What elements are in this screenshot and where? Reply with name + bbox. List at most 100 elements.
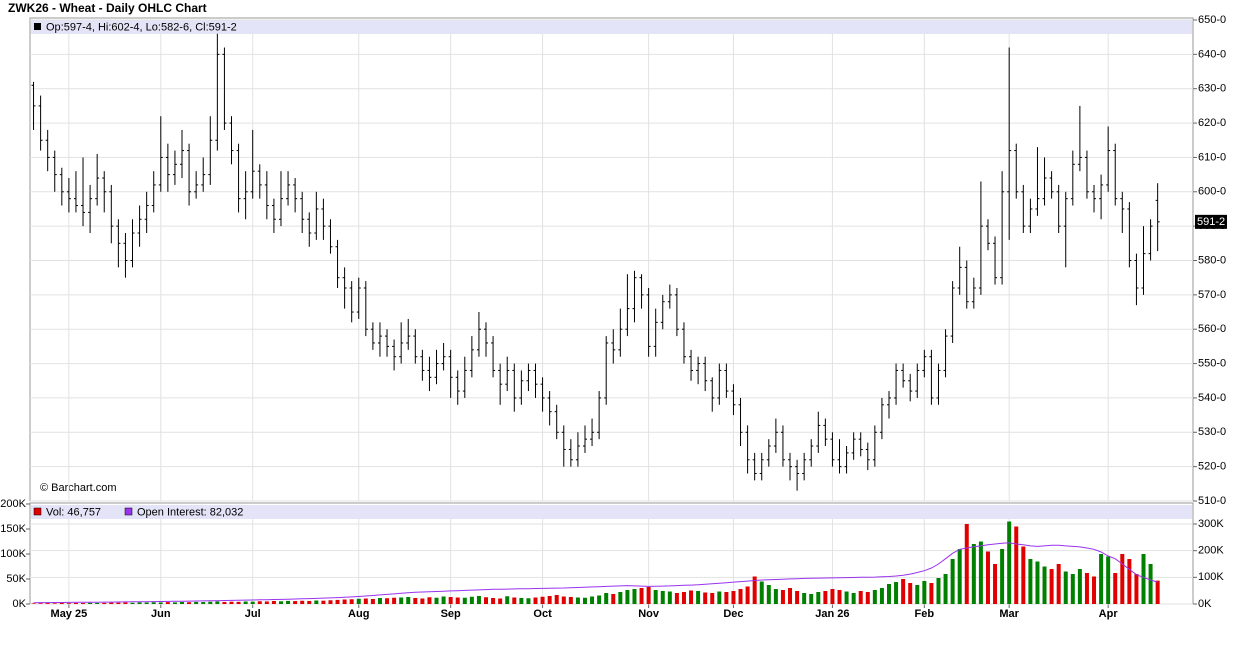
volume-bar: [455, 597, 460, 604]
volume-bar: [420, 598, 425, 604]
price-panel: [29, 17, 1194, 502]
volume-bar: [144, 602, 149, 604]
volume-bar: [625, 590, 630, 604]
volume-bar: [731, 591, 736, 604]
volume-bar: [1014, 526, 1019, 604]
y-tick-label: 0K: [13, 598, 27, 610]
volume-bar: [243, 601, 248, 604]
legend-swatch: [34, 23, 41, 30]
volume-bar: [1127, 559, 1132, 604]
volume-bar: [788, 588, 793, 604]
volume-bar: [1155, 580, 1160, 604]
volume-bar: [264, 601, 269, 604]
volume-bar: [597, 595, 602, 604]
volume-bar: [922, 581, 927, 604]
volume-bar: [582, 597, 587, 604]
volume-bar: [1070, 574, 1075, 604]
volume-bar: [590, 596, 595, 604]
ohlc-legend: Op:597-4, Hi:602-4, Lo:582-6, Cl:591-2: [46, 21, 237, 33]
x-tick-label: May 25: [51, 608, 88, 620]
volume-bar: [385, 598, 390, 604]
volume-bar: [936, 578, 941, 604]
volume-bar: [52, 603, 57, 604]
volume-bar: [681, 592, 686, 604]
volume-bar: [745, 586, 750, 604]
y-tick-label: 640-0: [1198, 48, 1226, 60]
volume-bar: [611, 594, 616, 604]
volume-bar: [894, 582, 899, 604]
volume-bar: [236, 601, 241, 604]
volume-bar: [844, 591, 849, 604]
y-tick-label: 620-0: [1198, 117, 1226, 129]
volume-bar: [604, 593, 609, 604]
volume-bar: [993, 564, 998, 604]
y2-tick-label: 300K: [1198, 518, 1224, 530]
volume-bar: [773, 589, 778, 604]
volume-bar: [158, 602, 163, 604]
volume-bar: [95, 602, 100, 604]
x-tick-label: Nov: [638, 608, 660, 620]
y-tick-label: 650-0: [1198, 14, 1226, 26]
watermark: © Barchart.com: [40, 482, 117, 494]
volume-bar: [1141, 554, 1146, 604]
y2-tick-label: 0K: [1198, 598, 1212, 610]
volume-bar: [293, 601, 298, 604]
volume-bar: [823, 591, 828, 604]
volume-bar: [653, 590, 658, 604]
x-tick-label: Apr: [1099, 608, 1119, 620]
legend-swatch: [124, 507, 133, 516]
volume-bar: [830, 589, 835, 604]
volume-bar: [180, 602, 185, 604]
volume-bar: [441, 596, 446, 604]
volume-bar: [314, 600, 319, 604]
volume-bar: [717, 591, 722, 604]
volume-bar: [342, 599, 347, 604]
volume-bar: [151, 602, 156, 604]
volume-bar: [399, 597, 404, 604]
y-tick-label: 550-0: [1198, 357, 1226, 369]
y-tick-label: 150K: [0, 523, 26, 535]
volume-bar: [879, 588, 884, 604]
volume-bar: [667, 591, 672, 604]
volume-bar: [837, 590, 842, 604]
y-tick-label: 50K: [6, 573, 26, 585]
volume-bar: [1021, 546, 1026, 604]
volume-bar: [363, 598, 368, 604]
volume-bar: [278, 601, 283, 604]
volume-bar: [1056, 564, 1061, 604]
volume-bar: [476, 596, 481, 604]
volume-bar: [809, 594, 814, 604]
volume-bar: [102, 602, 107, 604]
chart-title: ZWK26 - Wheat - Daily OHLC Chart: [8, 1, 207, 15]
volume-bar: [915, 585, 920, 604]
volume-bar: [1099, 554, 1104, 604]
volume-bar: [632, 589, 637, 604]
volume-bar: [45, 603, 50, 604]
y-tick-label: 100K: [0, 548, 26, 560]
volume-bar: [31, 603, 36, 604]
volume-bar: [491, 598, 496, 604]
volume-bar: [300, 600, 305, 604]
volume-bar: [575, 597, 580, 604]
volume-bar: [618, 592, 623, 604]
volume-bar: [1084, 573, 1089, 604]
y-tick-label: 610-0: [1198, 151, 1226, 163]
volume-bar: [1113, 573, 1118, 604]
volume-bar: [229, 601, 234, 604]
volume-bar: [1063, 571, 1068, 604]
volume-bar: [328, 600, 333, 604]
volume-bar: [1077, 569, 1082, 604]
volume-bar: [752, 576, 757, 604]
volume-bar: [321, 600, 326, 604]
volume-bar: [1028, 559, 1033, 604]
volume-bar: [1134, 574, 1139, 604]
volume-bar: [689, 590, 694, 604]
volume-bar: [865, 592, 870, 604]
last-price-box: [1195, 214, 1227, 229]
volume-bar: [498, 598, 503, 604]
legend-swatch: [33, 507, 42, 516]
volume-bar: [872, 590, 877, 604]
volume-bar: [696, 591, 701, 604]
